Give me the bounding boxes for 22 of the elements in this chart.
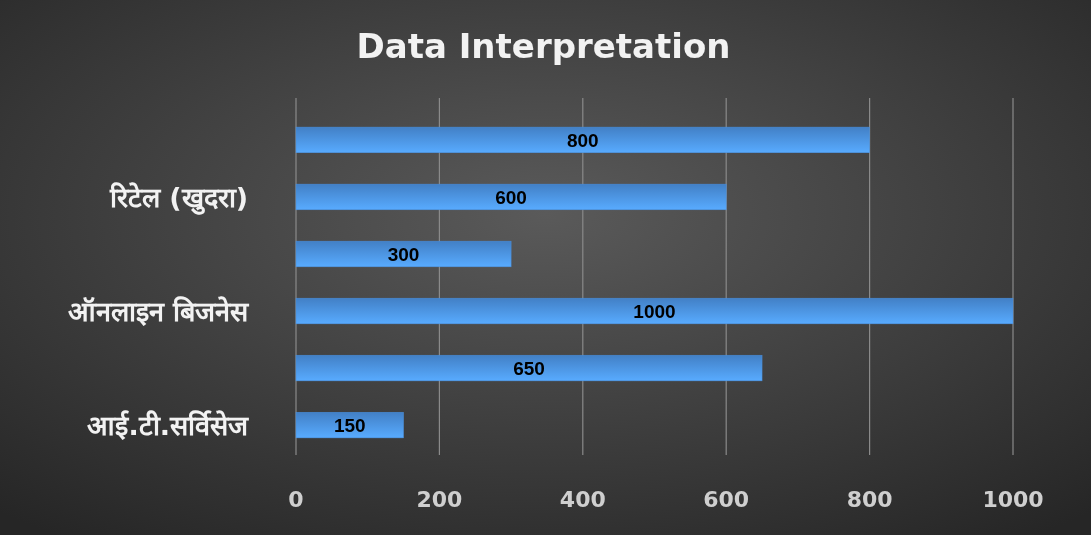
data-label: 600 (495, 186, 527, 208)
data-label: 300 (387, 243, 420, 265)
x-tick-label: 400 (559, 487, 606, 512)
x-tick-label: 1000 (982, 487, 1044, 512)
y-tick-label: रिटेल (खुदरा) (108, 181, 248, 215)
data-label: 650 (513, 358, 545, 380)
bar (295, 411, 404, 439)
bar (295, 240, 512, 268)
bar (295, 354, 763, 382)
chart-title: Data Interpretation (356, 26, 731, 66)
data-label: 150 (333, 415, 366, 437)
bar (295, 126, 870, 154)
x-tick-label: 800 (846, 487, 893, 512)
y-tick-label: ऑनलाइन बिजनेस (67, 296, 250, 328)
y-tick-label: आई.टी.सर्विसेज (87, 410, 249, 442)
bar (295, 183, 727, 211)
data-label: 1000 (633, 301, 676, 323)
x-tick-label: 600 (703, 487, 750, 512)
data-label: 800 (566, 129, 599, 151)
x-tick-label: 200 (416, 487, 463, 512)
x-tick-label: 0 (288, 487, 304, 512)
bar (295, 297, 1014, 325)
